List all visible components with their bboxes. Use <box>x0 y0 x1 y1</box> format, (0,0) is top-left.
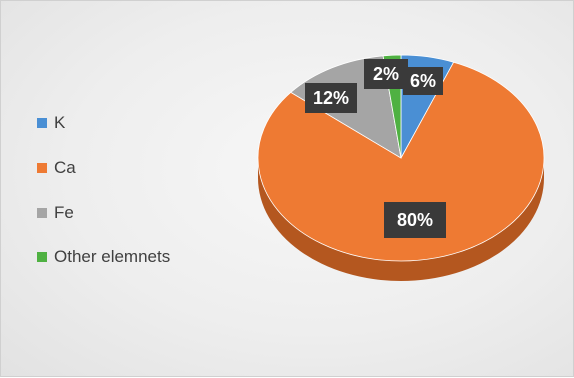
legend-label-k: K <box>54 113 66 132</box>
data-label-k-text: 6% <box>410 71 436 91</box>
legend-swatch-ca <box>37 163 47 173</box>
legend-label-other: Other elemnets <box>54 247 171 266</box>
pie-side-ca <box>258 158 544 281</box>
legend-item-other: Other elemnets <box>37 245 170 269</box>
legend-label-ca: Ca <box>54 158 76 177</box>
data-label-ca: 80% <box>384 202 446 238</box>
pie-labels: 6% 80% 12% 2% <box>305 59 446 238</box>
pie-sides <box>258 158 544 281</box>
legend-swatch-other <box>37 252 47 262</box>
legend-label-fe: Fe <box>54 203 74 222</box>
legend-item-fe: Fe <box>37 201 74 225</box>
data-label-other: 2% <box>364 59 408 89</box>
legend-swatch-k <box>37 118 47 128</box>
legend-item-ca: Ca <box>37 156 76 180</box>
data-label-other-text: 2% <box>373 64 399 84</box>
data-label-fe-text: 12% <box>313 88 349 108</box>
pie-slice-ca <box>257 61 545 262</box>
data-label-ca-text: 80% <box>397 210 433 230</box>
legend-swatch-fe <box>37 208 47 218</box>
data-label-k: 6% <box>403 67 443 95</box>
data-label-fe: 12% <box>305 83 357 113</box>
legend-item-k: K <box>37 111 65 135</box>
